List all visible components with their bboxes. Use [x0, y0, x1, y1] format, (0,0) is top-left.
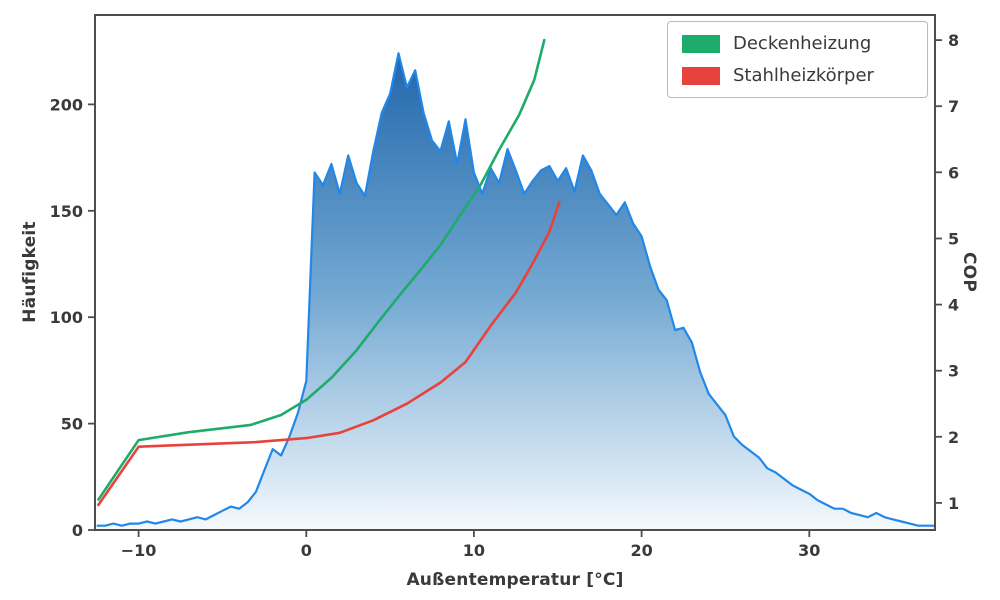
- y-right-tick-label: 5: [948, 230, 959, 249]
- legend-item-deckenheizung: Deckenheizung: [682, 33, 913, 54]
- y-left-tick-label: 100: [50, 308, 83, 327]
- y-right-tick-label: 3: [948, 362, 959, 381]
- y-right-tick-label: 7: [948, 97, 959, 116]
- x-tick-label: 20: [630, 541, 652, 560]
- legend-item-stahlheizkoerper: Stahlheizkörper: [682, 65, 913, 86]
- y-right-tick-label: 1: [948, 494, 959, 513]
- y-axis-label-left: Häufigkeit: [20, 221, 40, 323]
- y-right-tick-label: 8: [948, 31, 959, 50]
- x-axis-label: Außentemperatur [°C]: [406, 570, 624, 590]
- y-left-tick-label: 200: [50, 95, 83, 114]
- y-left-tick-label: 0: [72, 521, 83, 540]
- plot-frame: [94, 14, 936, 531]
- x-tick-label: −10: [121, 541, 157, 560]
- legend-label-stahlheizkoerper: Stahlheizkörper: [733, 65, 874, 86]
- x-tick-label: 10: [463, 541, 485, 560]
- series-line-1: [97, 200, 561, 507]
- legend-swatch-deckenheizung: [682, 34, 720, 53]
- y-right-tick-label: 6: [948, 163, 959, 182]
- x-tick-label: 0: [301, 541, 312, 560]
- y-left-tick-label: 50: [61, 415, 83, 434]
- y-right-tick-label: 2: [948, 428, 959, 447]
- y-right-tick-label: 4: [948, 296, 959, 315]
- legend-swatch-stahlheizkoerper: [682, 66, 720, 85]
- legend-label-deckenheizung: Deckenheizung: [733, 33, 872, 54]
- y-left-tick-label: 150: [50, 202, 83, 221]
- y-axis-label-right: COP: [959, 252, 979, 292]
- legend: Deckenheizung Stahlheizkörper: [667, 21, 928, 98]
- series-line-0: [97, 38, 546, 501]
- x-tick-label: 30: [798, 541, 820, 560]
- histogram-outline: [96, 52, 935, 527]
